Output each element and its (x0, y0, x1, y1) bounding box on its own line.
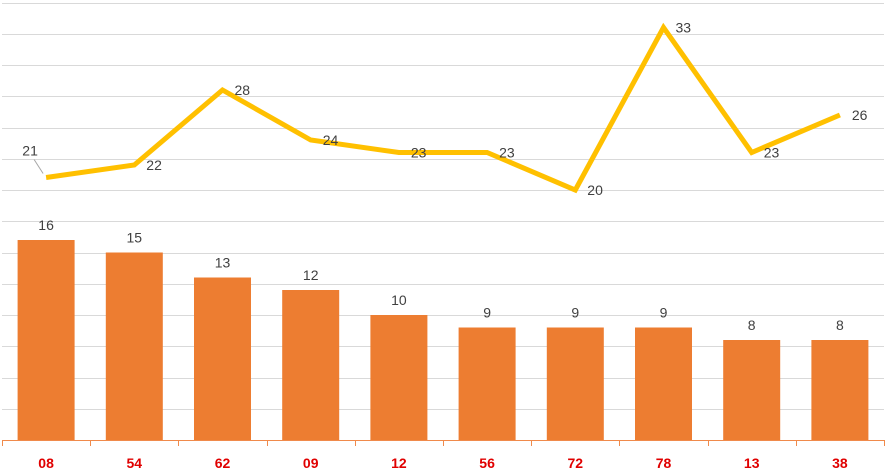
bar-value-label: 10 (391, 292, 407, 308)
bar (546, 327, 604, 440)
leader-line (33, 159, 44, 174)
bar (723, 340, 781, 440)
x-tick-label: 13 (744, 455, 760, 471)
x-tick-label: 78 (656, 455, 672, 471)
line-value-label: 24 (323, 132, 339, 148)
line-layer (33, 22, 841, 194)
bar-value-label: 9 (483, 305, 491, 321)
x-tick-label: 38 (832, 455, 848, 471)
bar-value-label: 9 (660, 305, 668, 321)
axis-layer: 08 54 62 09 12 56 72 78 13 38 (2, 440, 885, 471)
bar (370, 315, 428, 440)
bar-value-label: 12 (303, 267, 319, 283)
line-value-label: 20 (587, 182, 603, 198)
bar-value-label: 13 (215, 255, 231, 271)
bar-value-label: 9 (571, 305, 579, 321)
x-tick-label: 72 (568, 455, 584, 471)
line-value-label: 21 (22, 143, 38, 159)
x-tick-label: 54 (127, 455, 143, 471)
bar-value-label: 16 (38, 217, 54, 233)
bar (105, 252, 163, 440)
line-value-label: 23 (764, 145, 780, 161)
line-value-label: 22 (146, 157, 162, 173)
bar-value-label: 8 (748, 317, 756, 333)
line-value-label: 23 (411, 145, 427, 161)
line-value-label: 28 (235, 82, 251, 98)
line-series (45, 22, 841, 194)
bar (282, 290, 340, 440)
bar (17, 240, 75, 440)
bar (811, 340, 869, 440)
line-value-label: 26 (852, 107, 868, 123)
x-tick-label: 09 (303, 455, 319, 471)
bar-value-label: 8 (836, 317, 844, 333)
bar-layer (17, 240, 869, 440)
bar (458, 327, 516, 440)
bar (635, 327, 692, 440)
line-value-label: 33 (676, 20, 692, 36)
x-tick-label: 62 (215, 455, 231, 471)
bar-value-label: 15 (127, 230, 143, 246)
x-tick-label: 56 (479, 455, 495, 471)
label-layer: 16 15 13 12 10 9 9 9 8 8 21 22 28 24 23 23 20 33 23 26 (22, 20, 867, 334)
x-tick-label: 08 (38, 455, 54, 471)
x-tick-label: 12 (391, 455, 407, 471)
bar (194, 277, 251, 440)
line-value-label: 23 (499, 145, 515, 161)
